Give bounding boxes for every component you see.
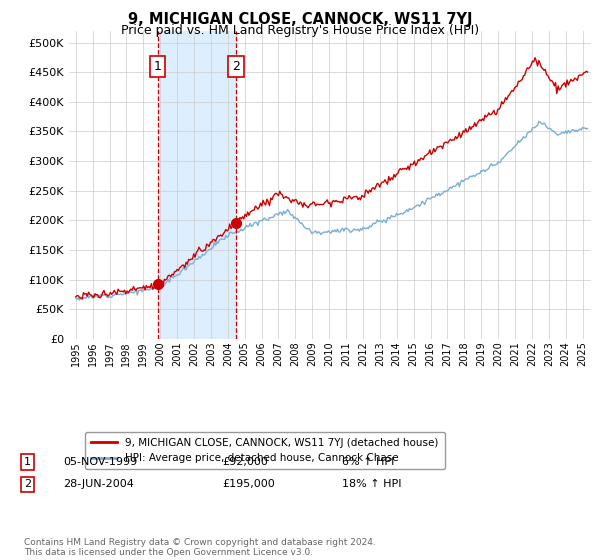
Text: £92,000: £92,000 [222,457,268,467]
Text: Contains HM Land Registry data © Crown copyright and database right 2024.
This d: Contains HM Land Registry data © Crown c… [24,538,376,557]
Text: 6% ↑ HPI: 6% ↑ HPI [342,457,394,467]
Text: 9, MICHIGAN CLOSE, CANNOCK, WS11 7YJ: 9, MICHIGAN CLOSE, CANNOCK, WS11 7YJ [128,12,472,27]
Text: 1: 1 [154,60,161,73]
Text: Price paid vs. HM Land Registry's House Price Index (HPI): Price paid vs. HM Land Registry's House … [121,24,479,36]
Text: £195,000: £195,000 [222,479,275,489]
Text: 05-NOV-1999: 05-NOV-1999 [63,457,137,467]
Text: 18% ↑ HPI: 18% ↑ HPI [342,479,401,489]
Text: 1: 1 [24,457,31,467]
Legend: 9, MICHIGAN CLOSE, CANNOCK, WS11 7YJ (detached house), HPI: Average price, detac: 9, MICHIGAN CLOSE, CANNOCK, WS11 7YJ (de… [85,432,445,469]
Text: 28-JUN-2004: 28-JUN-2004 [63,479,134,489]
Text: 2: 2 [24,479,31,489]
Bar [158,31,236,339]
Text: 2: 2 [232,60,240,73]
